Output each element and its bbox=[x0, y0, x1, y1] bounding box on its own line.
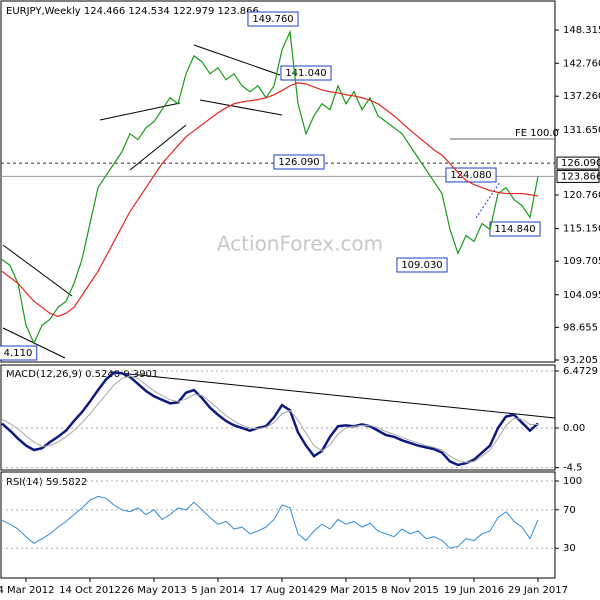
level-box bbox=[556, 156, 600, 170]
annotation-box bbox=[247, 11, 299, 27]
annotation-box bbox=[445, 167, 497, 183]
annotation: 114.840 bbox=[494, 224, 535, 235]
annotation: FE 100.0 bbox=[515, 128, 559, 139]
annotation: 109.030 bbox=[401, 260, 442, 271]
series-line bbox=[1, 495, 539, 549]
y-tick-label: 30 bbox=[563, 543, 576, 554]
x-tick-label: 26 May 2013 bbox=[121, 585, 186, 596]
x-tick-label: 19 Jun 2016 bbox=[444, 585, 504, 596]
series-line bbox=[1, 29, 539, 345]
macd-title: MACD(12,26,9) 0.5240 0.3901 bbox=[6, 369, 158, 380]
level-label: 126.090 bbox=[561, 158, 600, 169]
x-tick-label: 17 Aug 2014 bbox=[250, 585, 314, 596]
y-tick-label: 0.00 bbox=[563, 423, 585, 434]
x-tick-label: 14 Oct 2012 bbox=[59, 585, 121, 596]
y-tick-label: 120.760 bbox=[563, 190, 600, 201]
annotation: 4.110 bbox=[4, 348, 33, 359]
level-label: 123.866 bbox=[561, 171, 600, 182]
macd-trendline bbox=[109, 371, 556, 419]
y-tick-label: 115.150 bbox=[563, 224, 600, 235]
x-tick-label: 5 Jan 2014 bbox=[191, 585, 245, 596]
annotation-box bbox=[273, 154, 325, 170]
y-tick-label: -4.5 bbox=[563, 463, 583, 474]
annotation: 149.760 bbox=[252, 14, 293, 25]
series-line bbox=[1, 375, 539, 463]
trendline bbox=[193, 44, 281, 76]
y-tick-label: 104.095 bbox=[563, 290, 600, 301]
y-tick-label: 131.650 bbox=[563, 125, 600, 136]
y-tick-label: 137.260 bbox=[563, 91, 600, 102]
y-tick-label: 93.205 bbox=[563, 355, 598, 366]
y-tick-label: 70 bbox=[563, 505, 576, 516]
y-tick-label: 100 bbox=[563, 476, 582, 487]
y-tick-label: 109.705 bbox=[563, 256, 600, 267]
series-line bbox=[1, 371, 539, 467]
x-tick-label: 29 Mar 2015 bbox=[314, 585, 377, 596]
trendline bbox=[475, 181, 501, 219]
price-panel bbox=[0, 0, 556, 363]
watermark: ActionForex.com bbox=[217, 232, 383, 256]
level-box bbox=[556, 169, 600, 183]
y-tick-label: 6.4729 bbox=[563, 366, 598, 377]
chart-title: EURJPY,Weekly 124.466 124.534 122.979 12… bbox=[6, 6, 259, 17]
y-tick-label: 148.315 bbox=[563, 25, 600, 36]
rsi-title: RSI(14) 59.5822 bbox=[6, 477, 87, 488]
y-tick-label: 98.655 bbox=[563, 322, 598, 333]
trendline bbox=[99, 102, 181, 121]
annotation-box bbox=[0, 345, 38, 361]
x-tick-label: 4 Mar 2012 bbox=[0, 585, 55, 596]
series-line bbox=[1, 82, 539, 317]
x-tick-label: 8 Nov 2015 bbox=[381, 585, 439, 596]
annotation-box bbox=[396, 257, 448, 273]
annotation: 124.080 bbox=[450, 170, 491, 181]
rsi-panel bbox=[0, 471, 556, 579]
trendline bbox=[2, 244, 73, 297]
annotation-box bbox=[280, 65, 332, 81]
y-tick-label: 142.760 bbox=[563, 58, 600, 69]
x-tick-label: 29 Jan 2017 bbox=[508, 585, 568, 596]
trendline bbox=[199, 99, 283, 116]
annotation: 126.090 bbox=[278, 157, 319, 168]
annotation: 141.040 bbox=[285, 68, 326, 79]
trendline bbox=[129, 124, 187, 171]
